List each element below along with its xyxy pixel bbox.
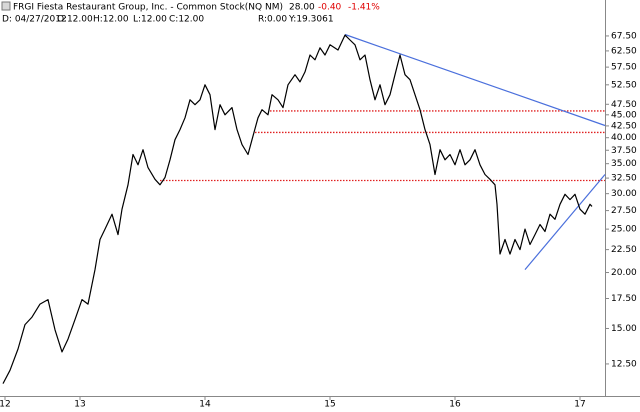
y-tick-label: 30.00 — [611, 189, 637, 199]
header-info: R:0.00 — [258, 15, 287, 25]
header-change-pct: -1.41% — [348, 3, 380, 13]
y-tick-label: 47.50 — [611, 100, 637, 110]
y-tick-label: 42.50 — [611, 121, 637, 131]
x-tick-label: 16 — [449, 400, 461, 410]
header-info: H:12.00 — [93, 15, 129, 25]
y-tick-label: 12.50 — [611, 359, 637, 369]
header-info: Y:19.3061 — [288, 15, 334, 25]
y-tick-label: 62.50 — [611, 46, 637, 56]
y-tick-label: 22.50 — [611, 245, 637, 255]
y-tick-label: 17.50 — [611, 294, 637, 304]
trend-line — [524, 174, 606, 270]
x-tick-label: 17 — [574, 400, 585, 410]
y-tick-label: 45.00 — [611, 110, 637, 120]
y-tick-label: 27.50 — [611, 206, 637, 216]
y-tick-label: 25.00 — [611, 225, 637, 235]
y-tick-label: 57.50 — [611, 63, 637, 73]
y-tick-label: 32.50 — [611, 174, 637, 184]
y-tick-label: 40.00 — [611, 133, 637, 143]
header-info: C:12.00 — [169, 15, 204, 25]
trend-line — [344, 33, 606, 127]
header-icon — [1, 1, 11, 11]
y-tick-label: 20.00 — [611, 268, 637, 278]
y-tick-label: 35.00 — [611, 159, 637, 169]
x-tick-label: 12 — [0, 400, 11, 410]
y-tick-label: 52.50 — [611, 80, 637, 90]
header-title: FRGI Fiesta Restaurant Group, Inc. - Com… — [13, 3, 283, 13]
x-tick-label: 15 — [324, 400, 335, 410]
y-tick-label: 37.50 — [611, 146, 637, 156]
header-change: -0.40 — [318, 3, 342, 13]
header-last: 28.00 — [289, 3, 315, 13]
price-line — [2, 34, 593, 384]
header-info: D: 04/27/2012 — [2, 15, 67, 25]
y-tick-label: 67.50 — [611, 31, 637, 41]
x-tick-label: 14 — [199, 400, 211, 410]
header-info: O:12.00 — [57, 15, 93, 25]
header-info: L:12.00 — [133, 15, 167, 25]
x-tick-label: 13 — [74, 400, 85, 410]
y-tick-label: 15.00 — [611, 324, 637, 334]
